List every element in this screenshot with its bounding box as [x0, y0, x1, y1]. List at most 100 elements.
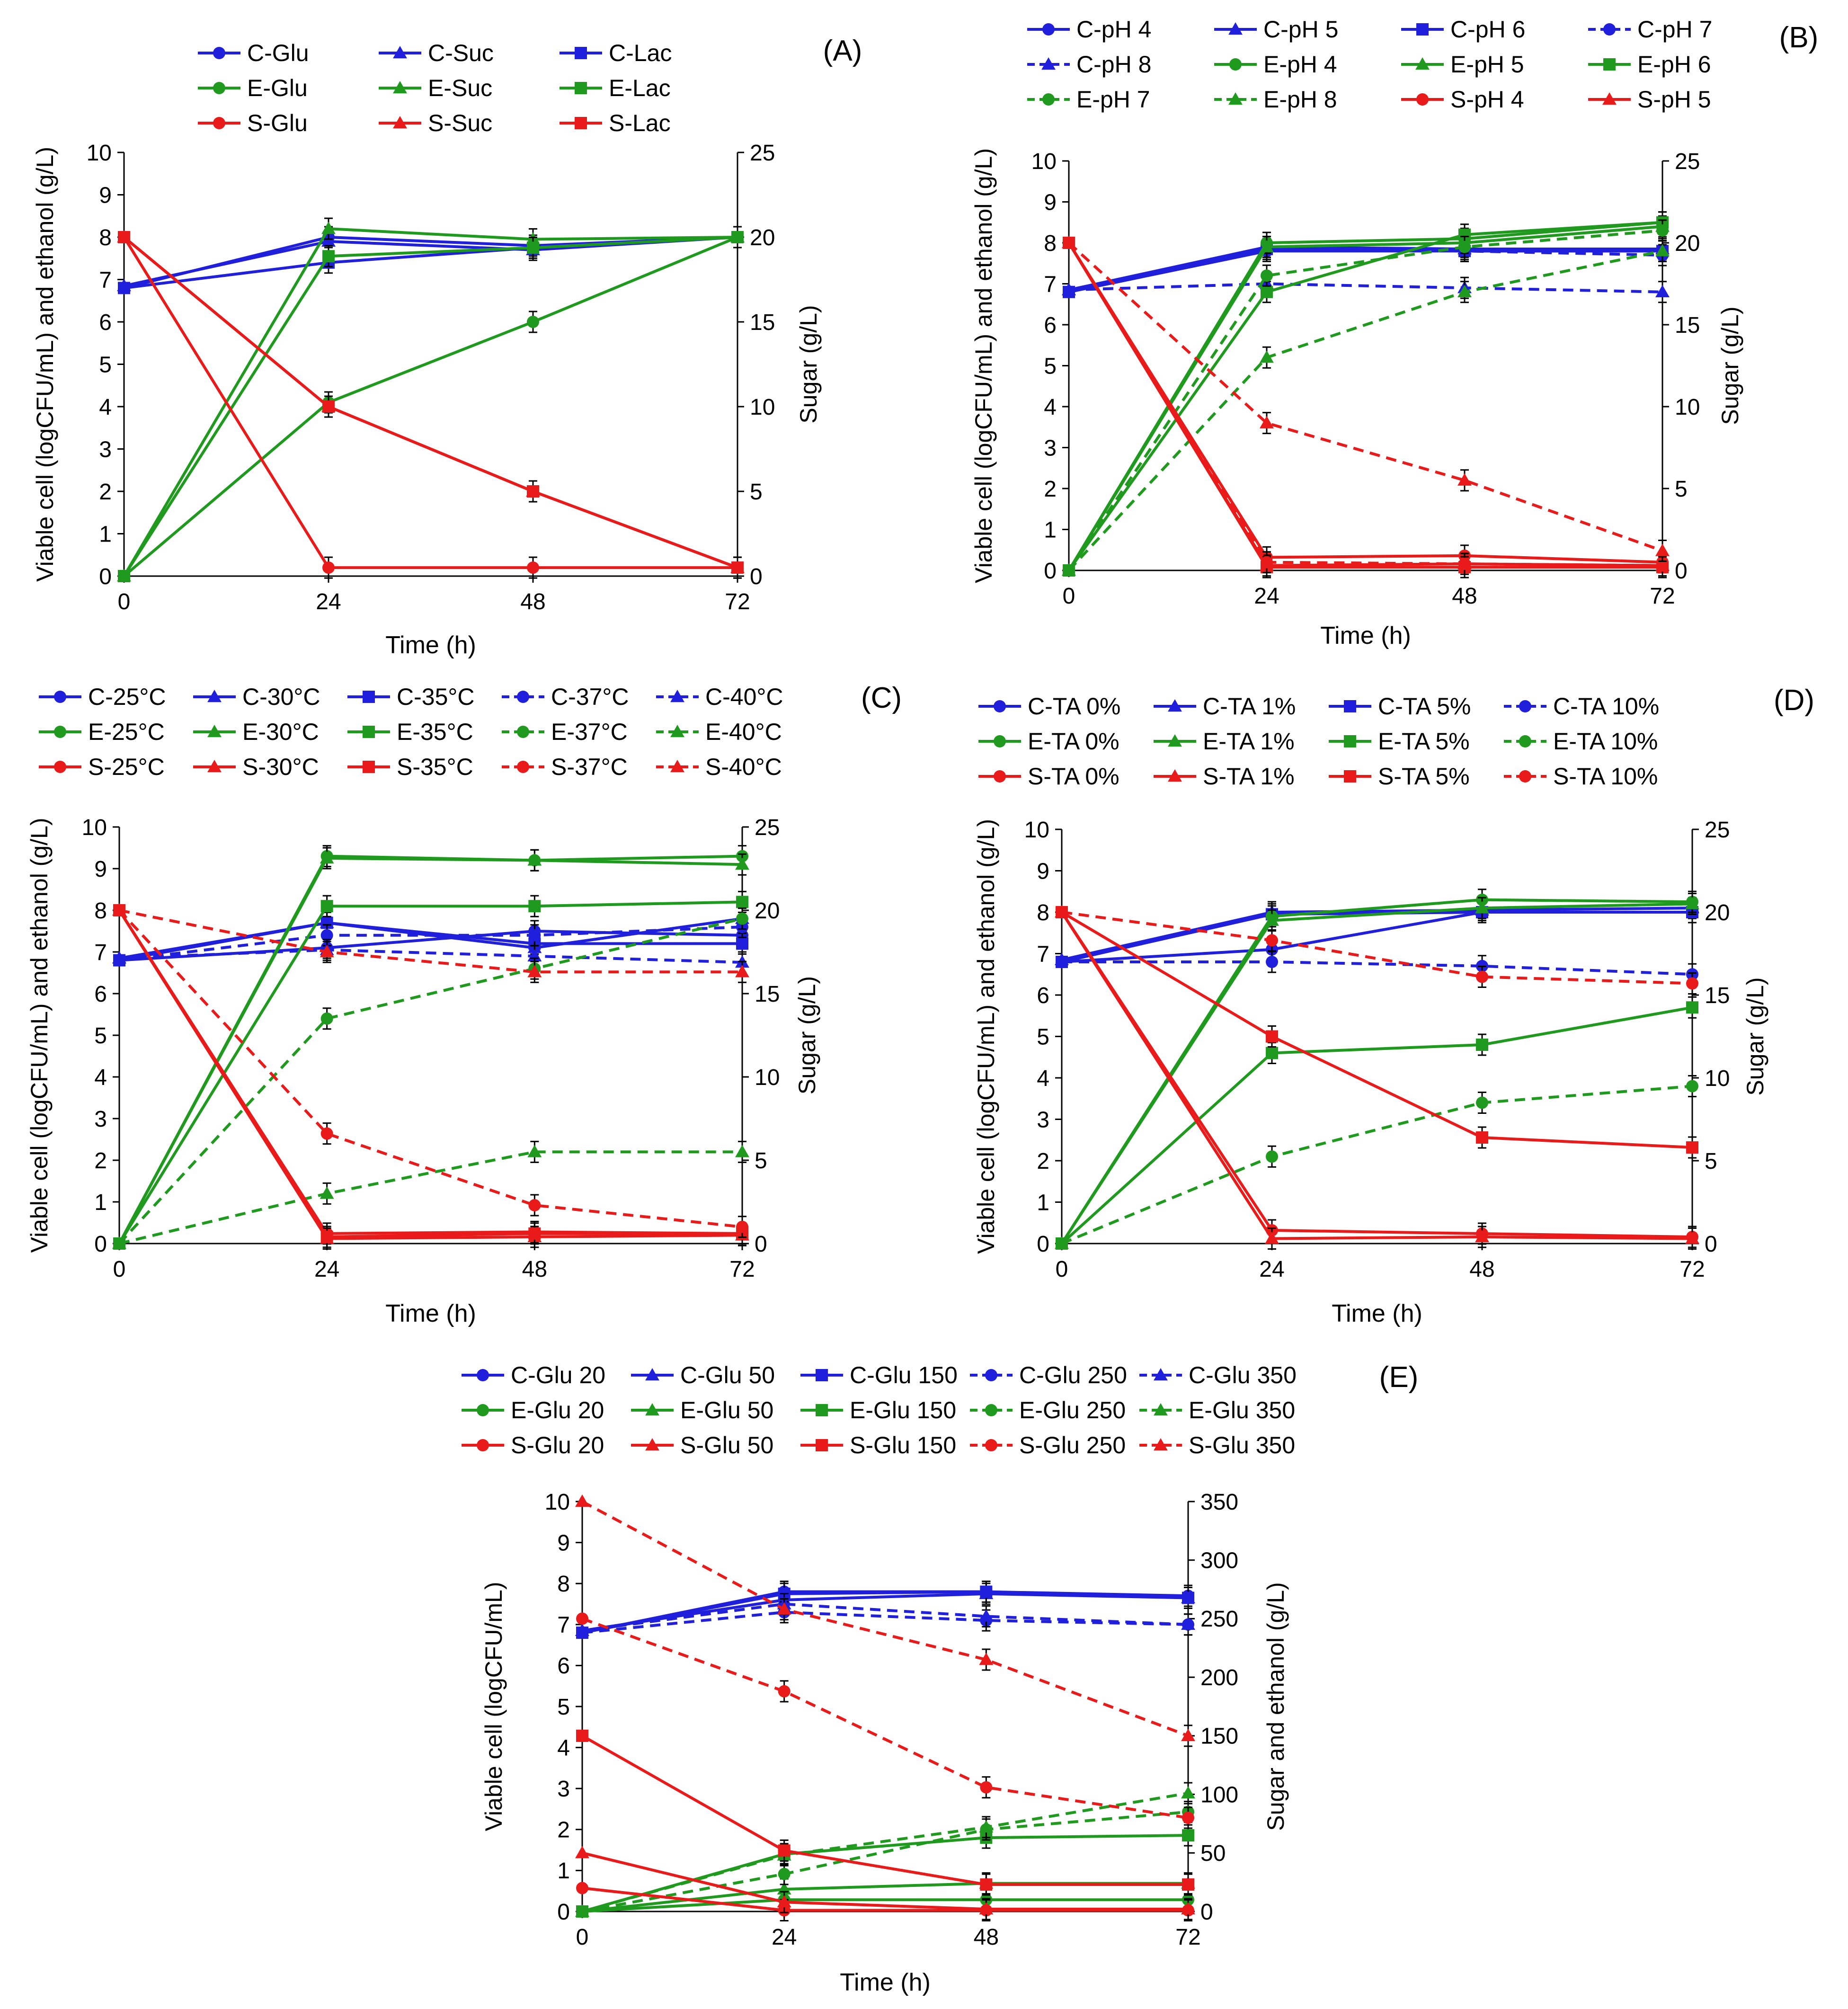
x-tick-label: 72: [1175, 1925, 1200, 1950]
legend-label: C-TA 5%: [1378, 693, 1471, 720]
x-tick-label: 48: [974, 1925, 999, 1950]
data-point: [112, 903, 126, 916]
legend-label: C-40°C: [705, 684, 783, 710]
data-point: [320, 851, 334, 864]
legend-label: C-Glu 250: [1019, 1362, 1127, 1388]
y2-tick-label: 20: [1675, 231, 1700, 256]
data-point: [1686, 977, 1698, 990]
data-point: [736, 937, 748, 950]
data-point: [1475, 1230, 1489, 1243]
series-line: [582, 1592, 1189, 1632]
x-tick-label: 0: [1056, 1257, 1068, 1282]
data-point: [777, 1895, 791, 1908]
y2-tick-label: 15: [1675, 313, 1700, 338]
legend-label: E-Glu 20: [511, 1397, 604, 1423]
y-tick-label: 6: [99, 310, 112, 335]
y-axis-label: Viable cell (logCFU/mL) and ethanol (g/L…: [32, 147, 58, 582]
data-point: [980, 1781, 993, 1794]
legend-marker: [1602, 92, 1617, 105]
y2-tick-label: 10: [750, 395, 775, 420]
legend-label: E-Suc: [428, 75, 492, 101]
legend-marker: [645, 1438, 659, 1451]
legend-marker: [1519, 735, 1531, 747]
data-point: [1655, 244, 1670, 257]
y-tick-label: 3: [94, 1107, 107, 1132]
y-tick-label: 1: [99, 522, 112, 547]
series-line: [582, 1898, 1188, 1913]
legend-marker: [1344, 700, 1356, 712]
y-tick-label: 9: [99, 183, 112, 208]
legend-label: S-25°C: [88, 754, 165, 780]
series-line: [581, 1617, 1189, 1820]
data-point: [118, 231, 130, 243]
series-line: [581, 1734, 1188, 1886]
data-point: [1458, 240, 1471, 253]
panel-label: (D): [1774, 684, 1814, 717]
legend-marker: [393, 81, 407, 94]
legend-marker: [816, 1369, 828, 1381]
data-point: [528, 1227, 541, 1240]
legend-label: C-Lac: [609, 40, 672, 66]
data-point: [778, 1844, 791, 1857]
legend-marker: [517, 691, 529, 703]
series-line: [582, 1810, 1189, 1913]
data-point: [118, 570, 130, 582]
data-point: [979, 1653, 994, 1665]
data-point: [1062, 236, 1076, 249]
series-line: [1067, 241, 1663, 552]
legend-marker: [1168, 734, 1182, 747]
data-point: [1261, 269, 1273, 282]
y-axis-label: Viable cell (logCFU/mL) and ethanol (g/L…: [973, 819, 999, 1254]
legend-label: E-TA 10%: [1553, 728, 1658, 755]
series-line: [1067, 242, 1663, 567]
y-tick-label: 5: [94, 1023, 107, 1049]
series-line: [118, 917, 743, 1245]
legend-marker: [994, 735, 1006, 747]
x-tick-label: 24: [1259, 1257, 1284, 1282]
legend-label: S-Glu 50: [680, 1432, 773, 1458]
series-line: [123, 236, 738, 569]
legend-label: E-TA 0%: [1028, 728, 1119, 755]
series-line: [123, 236, 737, 569]
legend-marker: [1416, 23, 1429, 36]
data-point: [1181, 1728, 1195, 1742]
legend-marker: [1603, 23, 1616, 36]
legend-marker: [985, 1439, 997, 1451]
y2-tick-label: 10: [755, 1065, 780, 1090]
data-point: [320, 945, 334, 958]
legend: C-TA 0% C-TA 1% C-TA 5% C-TA 10% E-TA 0% E-TA…: [978, 693, 1659, 790]
data-point: [576, 1612, 588, 1625]
legend-label: C-pH 4: [1076, 16, 1151, 43]
legend-marker: [1154, 1438, 1168, 1451]
data-point: [1266, 1047, 1278, 1059]
legend-marker: [575, 82, 587, 94]
legend-label: E-30°C: [242, 719, 319, 745]
series: [118, 231, 744, 579]
y-tick-label: 10: [545, 1490, 570, 1515]
data-point: [731, 561, 744, 574]
series-line: [1062, 960, 1693, 976]
data-point: [1655, 543, 1670, 556]
legend-label: S-Glu 350: [1189, 1432, 1295, 1458]
data-point: [527, 485, 539, 498]
series-line: [582, 1792, 1189, 1913]
data-point: [1182, 1591, 1194, 1604]
series-line: [1060, 902, 1693, 1245]
data-point: [1261, 556, 1273, 569]
data-point: [575, 1494, 589, 1507]
legend-label: S-Glu: [247, 110, 308, 136]
series-line: [119, 948, 743, 964]
y2-tick-label: 10: [1705, 1066, 1730, 1091]
x-axis-label: Time (h): [385, 631, 476, 659]
y-tick-label: 5: [99, 352, 112, 377]
legend-marker: [1229, 58, 1242, 71]
series-line: [1067, 225, 1663, 571]
panel-label: (C): [861, 682, 902, 714]
legend: C-Glu 20 C-Glu 50 C-Glu 150 C-Glu 250 C-Glu …: [462, 1362, 1297, 1458]
series: [1056, 889, 1698, 1250]
series-line: [1067, 249, 1663, 572]
legend-label: E-Glu 50: [680, 1397, 773, 1423]
chart-B: 0 1 2 3 4 5 6 7 8 9 10 0 5 10 15 20 25 0 24 48 72 Time (h) Via…: [970, 16, 1818, 649]
data-point: [1266, 956, 1278, 968]
legend-label: S-35°C: [397, 754, 473, 780]
